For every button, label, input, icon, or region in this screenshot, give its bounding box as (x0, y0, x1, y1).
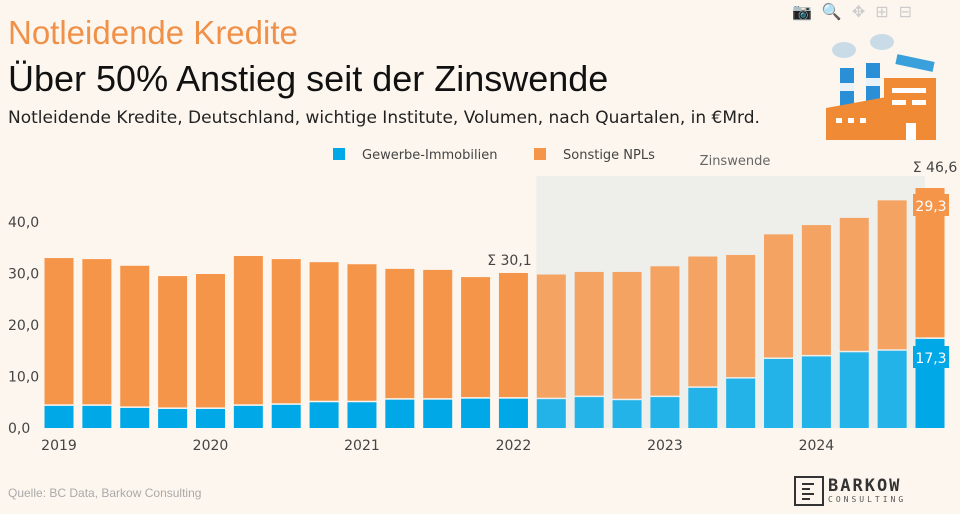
legend-label-gewerbe: Gewerbe-Immobilien (362, 148, 497, 163)
bar-sonstige-npls (347, 264, 377, 401)
bar-sonstige-npls (233, 255, 263, 405)
bar-gewerbe-immobilien (423, 399, 453, 428)
bar-sonstige-npls (461, 277, 491, 398)
bar-sonstige-npls (385, 268, 415, 399)
bar-gewerbe-immobilien (82, 405, 112, 428)
bar-gewerbe-immobilien (612, 400, 642, 428)
y-tick-label: 0,0 (8, 421, 30, 437)
bar-gewerbe-immobilien (271, 404, 301, 428)
bar-gewerbe-immobilien (839, 352, 869, 428)
bar-gewerbe-immobilien (347, 402, 377, 428)
x-tick-label: 2020 (193, 438, 229, 454)
y-tick-label: 20,0 (8, 318, 39, 334)
bar-sonstige-npls (536, 274, 566, 398)
chart-toolbar: 📷 🔍 ✥ ⊞ ⊟ (792, 2, 912, 21)
source-note: Quelle: BC Data, Barkow Consulting (8, 486, 202, 500)
legend-swatch-gewerbe (333, 148, 345, 160)
zoom-icon[interactable]: 🔍 (821, 2, 842, 21)
logo-name: BARKOW (828, 476, 902, 496)
bar-sonstige-npls (688, 256, 718, 387)
bar-gewerbe-immobilien (233, 405, 263, 428)
barkow-logo: BARKOW CONSULTING (794, 476, 906, 506)
bar-gewerbe-immobilien (726, 378, 756, 428)
bar-gewerbe-immobilien (385, 399, 415, 428)
bar-sonstige-npls (423, 269, 453, 399)
bar-gewerbe-immobilien (158, 408, 188, 428)
bar-sonstige-npls (195, 274, 225, 408)
bar-sonstige-npls (726, 254, 756, 378)
bar-sonstige-npls (839, 217, 869, 351)
factory-icon (826, 34, 936, 140)
x-tick-label: 2022 (496, 438, 532, 454)
bar-gewerbe-immobilien (764, 358, 794, 428)
bar-sonstige-npls (650, 266, 680, 396)
bar-sonstige-npls (44, 258, 74, 405)
bar-sonstige-npls (801, 225, 831, 355)
y-tick-label: 40,0 (8, 215, 39, 231)
pan-icon[interactable]: ✥ (851, 2, 866, 21)
bar-sonstige-npls (82, 259, 112, 405)
x-tick-label: 2024 (799, 438, 835, 454)
bar-gewerbe-immobilien (120, 407, 150, 428)
bar-gewerbe-immobilien (44, 405, 74, 428)
last-cre-badge (913, 346, 950, 368)
kicker: Notleidende Kredite (8, 14, 298, 51)
logo-mark-icon (794, 476, 824, 506)
chart-title: Über 50% Anstieg seit der Zinswende (8, 58, 609, 99)
bar-sonstige-npls (574, 271, 604, 396)
bar-gewerbe-immobilien (195, 408, 225, 428)
bar-gewerbe-immobilien (461, 398, 491, 428)
y-tick-label: 10,0 (8, 370, 39, 386)
bar-gewerbe-immobilien (801, 356, 831, 428)
legend-swatch-sonstige (534, 148, 546, 160)
bar-sonstige-npls (158, 276, 188, 408)
bar-gewerbe-immobilien (498, 398, 528, 428)
sum-last-label: Σ 46,6 (913, 160, 958, 176)
bar-sonstige-npls (764, 234, 794, 358)
camera-icon[interactable]: 📷 (792, 2, 812, 21)
stacked-bar-chart: Zinswende 0,0 10,0 20,0 30,0 40,0 2019 2020 2021… (8, 148, 958, 454)
x-tick-label: 2023 (647, 438, 683, 454)
last-other-badge (913, 194, 950, 216)
last-other-label: 29,3 (915, 199, 946, 215)
logo-sub: CONSULTING (828, 495, 907, 504)
bar-gewerbe-immobilien (574, 397, 604, 428)
bar-gewerbe-immobilien (688, 387, 718, 428)
bar-sonstige-npls (120, 265, 150, 407)
y-tick-label: 30,0 (8, 267, 39, 283)
sum-2022-label: Σ 30,1 (487, 253, 531, 269)
zoom-out-icon[interactable]: ⊟ (898, 2, 913, 21)
bar-gewerbe-immobilien (536, 399, 566, 428)
chart-subtitle: Notleidende Kredite, Deutschland, wichti… (8, 108, 760, 128)
bar-gewerbe-immobilien (309, 402, 339, 428)
bar-sonstige-npls (271, 259, 301, 404)
zoom-in-icon[interactable]: ⊞ (875, 2, 889, 21)
x-tick-label: 2021 (344, 438, 380, 454)
bar-sonstige-npls (877, 200, 907, 350)
zinswende-label: Zinswende (700, 154, 771, 169)
x-tick-label: 2019 (41, 438, 77, 454)
last-cre-label: 17,3 (915, 351, 946, 367)
bar-gewerbe-immobilien (877, 350, 907, 428)
bar-sonstige-npls (309, 262, 339, 401)
bar-sonstige-npls (612, 271, 642, 399)
bar-gewerbe-immobilien (650, 397, 680, 428)
legend-label-sonstige: Sonstige NPLs (563, 148, 655, 163)
bar-sonstige-npls (498, 272, 528, 398)
